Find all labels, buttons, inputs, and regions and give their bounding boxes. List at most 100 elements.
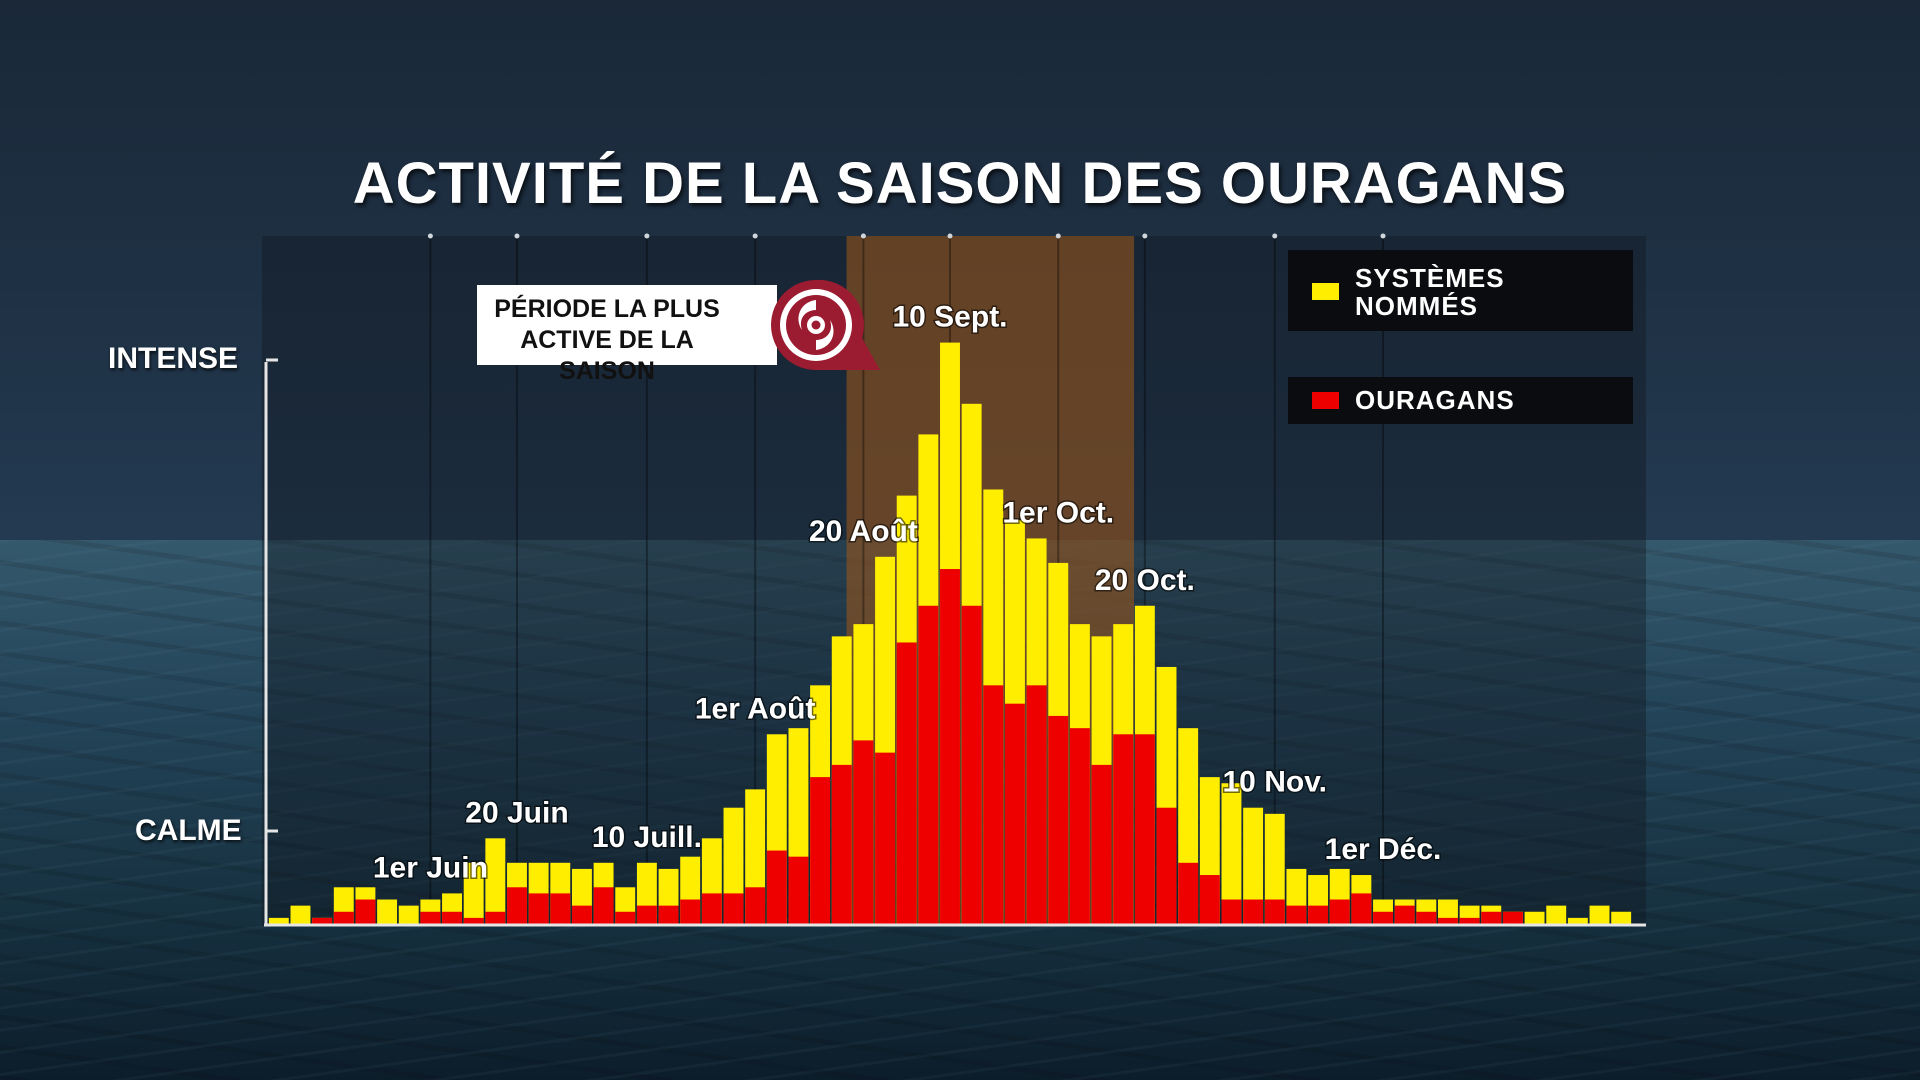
bar-hurricanes — [636, 905, 657, 924]
bar-named-systems — [1243, 807, 1264, 924]
bar-hurricanes — [1004, 703, 1025, 924]
bar-hurricanes — [1438, 917, 1458, 924]
bar-named-systems — [268, 917, 289, 924]
bar-hurricanes — [1416, 911, 1437, 924]
bar-named-systems — [463, 862, 484, 924]
bar-hurricanes — [355, 899, 376, 924]
bar-hurricanes — [1178, 862, 1199, 924]
bar-hurricanes — [463, 917, 484, 924]
legend-swatch-hurricanes — [1312, 392, 1339, 409]
bar-named-systems — [1221, 783, 1242, 924]
bar-hurricanes — [1069, 728, 1090, 924]
bar-hurricanes — [1394, 905, 1415, 924]
callout-line-2: ACTIVE DE LA SAISON — [520, 326, 694, 385]
bar-hurricanes — [701, 893, 722, 924]
bar-hurricanes — [940, 569, 960, 924]
legend-label-named-2: NOMMÉS — [1355, 291, 1478, 321]
bar-hurricanes — [1048, 715, 1069, 924]
chart-title: ACTIVITÉ DE LA SAISON DES OURAGANS — [352, 151, 1568, 216]
date-label: 20 Oct. — [1095, 564, 1195, 597]
legend-label-hurricanes: OURAGANS — [1355, 385, 1515, 415]
bar-hurricanes — [1351, 893, 1372, 924]
bar-hurricanes — [875, 752, 896, 924]
y-label-calme: CALME — [135, 814, 242, 847]
gridline-tick — [947, 233, 953, 239]
legend-named-systems: SYSTÈMES NOMMÉS — [1288, 250, 1633, 331]
bar-hurricanes — [528, 893, 549, 924]
bar-hurricanes — [615, 911, 636, 924]
gridline-tick — [860, 233, 866, 239]
gridline-tick — [1055, 233, 1061, 239]
bar-hurricanes — [810, 777, 831, 924]
legend-swatch-named — [1312, 283, 1339, 300]
bar-hurricanes — [788, 856, 809, 924]
bar-hurricanes — [1286, 905, 1307, 924]
bar-hurricanes — [745, 887, 766, 924]
bar-hurricanes — [831, 764, 852, 924]
callout-line-1: PÉRIODE LA PLUS — [494, 295, 720, 323]
bar-hurricanes — [1373, 911, 1393, 924]
bar-hurricanes — [485, 911, 506, 924]
date-label: 1er Oct. — [1002, 496, 1114, 529]
bar-hurricanes — [918, 605, 939, 924]
bar-named-systems — [290, 905, 311, 924]
date-label: 1er Déc. — [1325, 833, 1442, 866]
date-label: 1er Août — [695, 692, 816, 725]
bar-hurricanes — [1459, 917, 1480, 924]
bar-named-systems — [1567, 917, 1588, 924]
date-label: 1er Juin — [373, 851, 488, 884]
bar-hurricanes — [983, 685, 1004, 924]
bar-hurricanes — [658, 905, 679, 924]
bar-named-systems — [1589, 905, 1610, 924]
date-label: 20 Août — [809, 515, 918, 548]
bar-hurricanes — [896, 642, 917, 924]
bar-named-systems — [1546, 905, 1567, 924]
bar-hurricanes — [312, 917, 333, 924]
gridline-tick — [427, 233, 433, 239]
date-label: 10 Nov. — [1223, 766, 1328, 799]
legend-hurricanes: OURAGANS — [1288, 377, 1633, 424]
gridline-tick — [1380, 233, 1386, 239]
gridline-tick — [752, 233, 758, 239]
bar-hurricanes — [1199, 875, 1220, 924]
bar-hurricanes — [723, 893, 744, 924]
bar-hurricanes — [420, 911, 441, 924]
peak-period-callout: PÉRIODE LA PLUS ACTIVE DE LA SAISON — [477, 285, 777, 385]
bar-hurricanes — [571, 905, 592, 924]
bar-hurricanes — [1481, 911, 1502, 924]
bar-hurricanes — [593, 887, 614, 924]
bar-named-systems — [1524, 911, 1545, 924]
bar-hurricanes — [1329, 899, 1350, 924]
bar-hurricanes — [1221, 899, 1242, 924]
bar-hurricanes — [1308, 905, 1329, 924]
bar-hurricanes — [1264, 899, 1285, 924]
bar-named-systems — [1264, 813, 1285, 924]
bar-hurricanes — [680, 899, 701, 924]
bar-hurricanes — [766, 850, 787, 924]
date-label: 10 Sept. — [892, 301, 1007, 334]
bar-hurricanes — [333, 911, 354, 924]
bar-hurricanes — [1091, 764, 1112, 924]
y-label-intense: INTENSE — [108, 342, 239, 375]
bar-hurricanes — [961, 605, 982, 924]
bar-hurricanes — [1502, 911, 1523, 924]
gridline-tick — [514, 233, 520, 239]
bar-hurricanes — [1134, 734, 1155, 924]
bar-named-systems — [377, 899, 398, 924]
bar-hurricanes — [853, 740, 874, 924]
gridline-tick — [1272, 233, 1278, 239]
hurricane-icon — [771, 279, 880, 370]
bar-hurricanes — [550, 893, 571, 924]
bar-named-systems — [485, 838, 506, 924]
bar-hurricanes — [1243, 899, 1264, 924]
bar-hurricanes — [1113, 734, 1134, 924]
date-label: 10 Juill. — [592, 821, 702, 854]
date-label: 20 Juin — [465, 796, 568, 829]
bar-hurricanes — [1026, 685, 1047, 924]
legend-label-named-1: SYSTÈMES — [1355, 263, 1505, 293]
bar-named-systems — [398, 905, 419, 924]
gridline-tick — [644, 233, 650, 239]
bar-hurricanes — [442, 911, 462, 924]
bar-hurricanes — [1156, 807, 1177, 924]
